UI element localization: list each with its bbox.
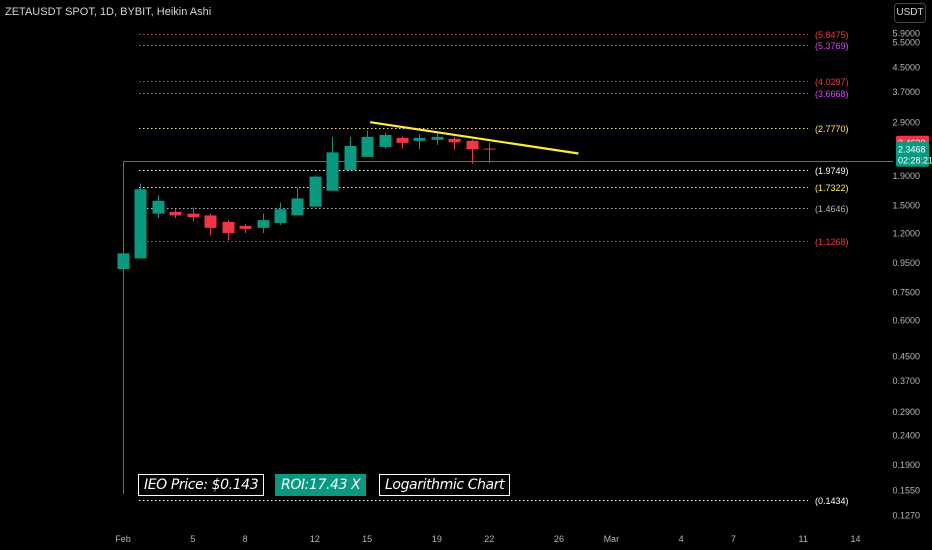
candle-body <box>257 220 270 228</box>
log-chart-label: Logarithmic Chart <box>379 474 511 496</box>
candle-body <box>379 134 392 147</box>
candle-body <box>413 137 426 141</box>
y-axis-tick-label: 3.7000 <box>892 87 920 97</box>
level-label: (1.1268) <box>815 237 849 247</box>
candle-body <box>152 200 165 214</box>
candle-body <box>222 221 235 233</box>
level-label: (3.6668) <box>815 89 849 99</box>
y-axis-tick-label: 2.9000 <box>892 118 920 128</box>
x-axis-tick-label: 12 <box>310 534 320 544</box>
y-axis-tick-label: 0.4500 <box>892 352 920 362</box>
candle-body <box>134 189 147 259</box>
candle-body <box>448 138 461 143</box>
y-axis-tick-label: 0.3700 <box>892 376 920 386</box>
candle-body <box>117 253 130 270</box>
level-label: (4.0297) <box>815 77 849 87</box>
countdown-timer-label: 02:28:21 <box>898 155 932 165</box>
candle-body <box>187 213 200 218</box>
candle-body <box>396 137 409 143</box>
x-axis-tick-label: 7 <box>731 534 736 544</box>
candle-body <box>344 145 357 171</box>
level-label: (5.3769) <box>815 41 849 51</box>
current-price-label: 2.3468 <box>898 144 926 154</box>
y-axis-tick-label: 1.5000 <box>892 200 920 210</box>
y-axis-tick-label: 0.7500 <box>892 288 920 298</box>
x-axis-tick-label: 11 <box>798 534 807 544</box>
level-label: (2.7770) <box>815 124 849 134</box>
x-axis-tick-label: Feb <box>115 534 131 544</box>
y-axis-tick-label: 0.1900 <box>892 460 920 470</box>
currency-button[interactable]: USDT <box>894 3 926 23</box>
candle-body <box>239 225 252 229</box>
x-axis-tick-label: Mar <box>604 534 620 544</box>
candle-body <box>466 140 479 150</box>
current-price-badge <box>896 141 929 167</box>
y-axis-tick-label: 0.9500 <box>892 258 920 268</box>
x-axis-tick-label: 22 <box>484 534 494 544</box>
level-label: (0.1434) <box>815 496 849 506</box>
y-axis-tick-label: 1.2000 <box>892 228 920 238</box>
candle-body <box>483 148 496 150</box>
x-axis-tick-label: 8 <box>243 534 248 544</box>
candle-body <box>274 209 287 223</box>
candle-body <box>169 211 182 216</box>
x-axis-tick-label: 15 <box>362 534 372 544</box>
y-axis-tick-label: 0.2900 <box>892 407 920 417</box>
candle-body <box>361 136 374 157</box>
candle-body <box>326 152 339 191</box>
x-axis-tick-label: 26 <box>554 534 564 544</box>
x-axis-tick-label: 5 <box>190 534 195 544</box>
y-axis-tick-label: 5.9000 <box>892 29 920 39</box>
y-axis-tick-label: 1.9000 <box>892 171 920 181</box>
y-axis-tick-label: 0.6000 <box>892 316 920 326</box>
level-label: (5.8475) <box>815 30 849 40</box>
ieo-price-label: IEO Price: $0.143 <box>138 474 265 496</box>
y-axis-tick-label: 0.2400 <box>892 431 920 441</box>
y-axis-tick-label: 0.1270 <box>892 511 920 521</box>
y-axis-tick-label: 4.5000 <box>892 63 920 73</box>
y-axis-tick-label: 5.5000 <box>892 37 920 47</box>
chart-title: ZETAUSDT SPOT, 1D, BYBIT, Heikin Ashi <box>5 6 212 18</box>
level-label: (1.4646) <box>815 204 849 214</box>
y-axis-tick-label: 0.1550 <box>892 485 920 495</box>
level-label: (1.7322) <box>815 183 849 193</box>
resistance-trendline <box>369 121 579 155</box>
candle-body <box>204 215 217 228</box>
roi-label: ROI:17.43 X <box>275 474 367 496</box>
x-axis-tick-label: 14 <box>850 534 860 544</box>
level-label: (1.9749) <box>815 166 849 176</box>
x-axis-tick-label: 19 <box>432 534 442 544</box>
candle-body <box>309 176 322 207</box>
candle-body <box>431 136 444 140</box>
candle-body <box>291 198 304 216</box>
x-axis-tick-label: 4 <box>679 534 684 544</box>
